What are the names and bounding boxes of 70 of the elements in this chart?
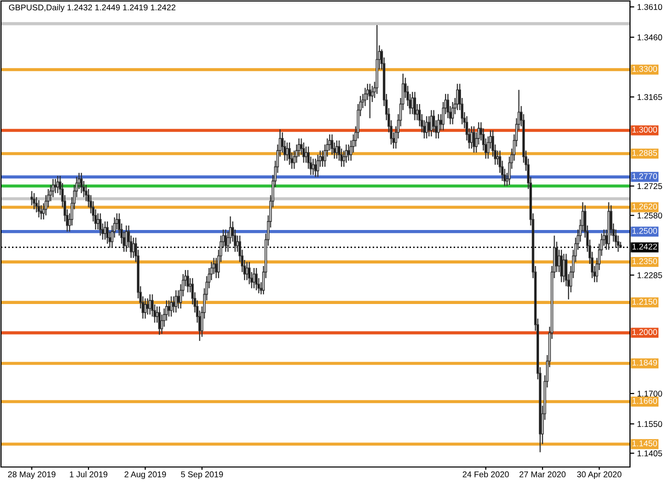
- candlestick: [248, 261, 251, 285]
- candlestick: [99, 212, 102, 236]
- chart-title: GBPUSD,Daily 1.2432 1.2449 1.2419 1.2422: [8, 4, 176, 12]
- y-tick-label: 1.1405: [638, 450, 662, 456]
- candlestick: [80, 172, 83, 194]
- y-tick-label: 1.1700: [638, 390, 662, 397]
- candlestick: [316, 154, 320, 178]
- candlestick: [186, 269, 190, 293]
- candlestick: [52, 178, 54, 198]
- y-tick-label: 1.1550: [638, 421, 662, 427]
- ref-line-label: 1.2770: [632, 173, 658, 180]
- ref-line-label: 1.1849: [632, 360, 657, 366]
- x-tick-label: 2 Aug 2019: [124, 471, 166, 479]
- candlestick: [364, 87, 366, 107]
- candlestick: [170, 296, 173, 318]
- ref-line-label: 1.3000: [632, 126, 658, 133]
- ref-line-label: 1.2150: [632, 298, 658, 305]
- y-tick-label: 1.3460: [638, 34, 662, 40]
- candlestick: [255, 267, 258, 291]
- candlestick: [224, 228, 227, 252]
- ref-line-label: 1.2500: [632, 228, 658, 234]
- candlestick: [32, 192, 36, 210]
- candlestick: [125, 224, 128, 252]
- y-tick-label: 1.3165: [638, 94, 662, 100]
- y-tick-label: 1.2285: [638, 272, 662, 278]
- candlestick: [560, 249, 563, 283]
- candlestick: [456, 83, 459, 111]
- ref-line-label: 1.2620: [632, 204, 658, 210]
- x-tick-label: 5 Sep 2019: [181, 471, 223, 479]
- candlestick: [54, 178, 57, 194]
- candlestick: [336, 140, 338, 160]
- x-tick-label: 1 Jul 2019: [70, 471, 108, 478]
- ref-line-label: 1.1660: [632, 398, 658, 404]
- candlestick: [132, 237, 135, 258]
- y-tick-label: 1.2725: [638, 183, 662, 190]
- candlestick: [312, 158, 314, 176]
- x-tick-label: 24 Feb 2020: [462, 471, 509, 478]
- candlestick: [148, 294, 152, 316]
- candlestick: [246, 261, 248, 281]
- ref-line-label: 1.3300: [632, 66, 658, 72]
- candlestick: [174, 290, 178, 314]
- candlestick: [562, 253, 566, 283]
- candlestick: [30, 190, 33, 206]
- candlestick: [106, 220, 109, 244]
- candlestick: [451, 101, 454, 125]
- candlestick: [144, 298, 146, 320]
- candlestick: [344, 144, 348, 164]
- candlestick: [330, 134, 334, 156]
- candlestick: [437, 114, 440, 140]
- candlestick: [168, 300, 170, 318]
- ref-line-label: 1.2422: [632, 244, 657, 250]
- candlestick: [158, 306, 161, 336]
- candlestick: [472, 126, 476, 154]
- x-tick-label: 30 Apr 2020: [577, 471, 622, 479]
- x-tick-label: 27 Mar 2020: [520, 471, 566, 478]
- candlestick: [56, 175, 59, 194]
- x-tick-label: 28 May 2019: [8, 471, 56, 479]
- candlestick: [425, 116, 428, 140]
- candlestick: [302, 142, 305, 164]
- candlestick: [38, 200, 40, 218]
- candlestick: [368, 83, 372, 119]
- y-tick-label: 1.3610: [638, 4, 662, 10]
- ref-line-label: 1.2885: [632, 150, 658, 156]
- ref-line-label: 1.1450: [632, 440, 658, 446]
- ref-line-label: 1.2000: [632, 329, 658, 336]
- candlestick: [414, 91, 416, 121]
- candlestick: [430, 110, 433, 137]
- ref-line-label: 1.2350: [632, 258, 658, 264]
- candlestick: [288, 142, 291, 166]
- y-tick-label: 1.2580: [638, 212, 662, 218]
